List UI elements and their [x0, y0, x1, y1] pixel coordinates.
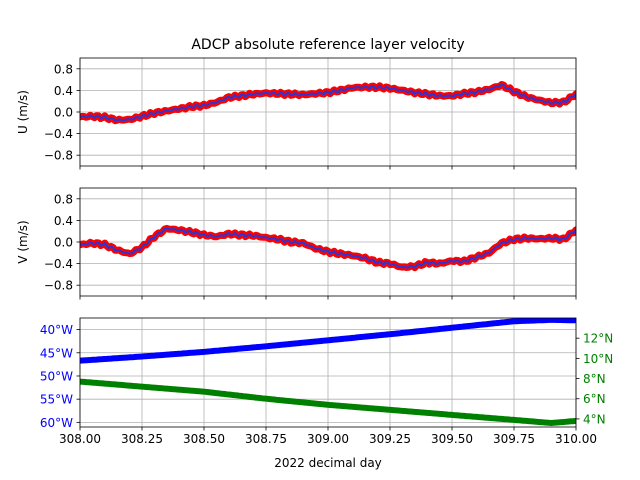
plot-frame — [79, 317, 577, 428]
x-tick-label: 308.75 — [245, 432, 287, 446]
right-y-tick-label: 12°N — [583, 332, 613, 346]
v-velocity-panel: −0.8 −0.4 0.0 0.4 0.8 V (m/s) — [16, 187, 577, 300]
y-tick-label: 0.4 — [54, 214, 73, 228]
y-axis-label: V (m/s) — [16, 220, 30, 263]
chart-title: ADCP absolute reference layer velocity — [191, 37, 464, 53]
right-y-tick-label: 10°N — [583, 352, 613, 366]
x-tick-label: 308.50 — [183, 432, 225, 446]
y-tick-label: 0.8 — [54, 62, 73, 76]
y-tick-label: 0.0 — [54, 236, 73, 250]
longitude-line — [80, 318, 576, 364]
y-tick-label: 55°W — [40, 393, 73, 407]
x-tick-label: 308.25 — [121, 432, 163, 446]
right-y-tick-label: 4°N — [583, 412, 606, 426]
right-y-tick-label: 8°N — [583, 372, 606, 386]
x-tick-label: 309.50 — [431, 432, 473, 446]
x-tick-label: 309.75 — [493, 432, 535, 446]
series-group — [80, 224, 576, 272]
latitude-line — [80, 378, 576, 426]
x-tick-label: 308.00 — [59, 432, 101, 446]
velocity-line-inner — [80, 83, 576, 122]
u-velocity-panel: −0.8 −0.4 0.0 0.4 0.8 U (m/s) — [16, 57, 577, 170]
y-tick-label: 60°W — [40, 416, 73, 430]
y-tick-label: −0.8 — [44, 279, 73, 293]
right-y-tick-label: 6°N — [583, 392, 606, 406]
x-tick-label: 309.00 — [307, 432, 349, 446]
y-tick-label: 50°W — [40, 369, 73, 383]
x-tick-label: 309.25 — [369, 432, 411, 446]
x-tick-label: 310.00 — [555, 432, 597, 446]
y-tick-label: −0.4 — [44, 127, 73, 141]
plot-frame — [79, 187, 577, 297]
position-panel: 308.00 308.25 308.50 308.75 309.00 309.25 309.… — [40, 317, 613, 446]
y-tick-label: 40°W — [40, 323, 73, 337]
velocity-line-inner — [80, 227, 576, 269]
y-axis-label: U (m/s) — [16, 90, 30, 134]
y-tick-label: −0.4 — [44, 257, 73, 271]
series-group — [80, 81, 576, 125]
y-tick-label: 45°W — [40, 346, 73, 360]
y-tick-label: 0.0 — [54, 106, 73, 120]
y-tick-label: −0.8 — [44, 149, 73, 163]
x-axis-label: 2022 decimal day — [274, 456, 382, 470]
series-group — [80, 318, 576, 426]
y-tick-label: 0.4 — [54, 84, 73, 98]
plot-frame — [79, 57, 577, 167]
y-tick-label: 0.8 — [54, 192, 73, 206]
